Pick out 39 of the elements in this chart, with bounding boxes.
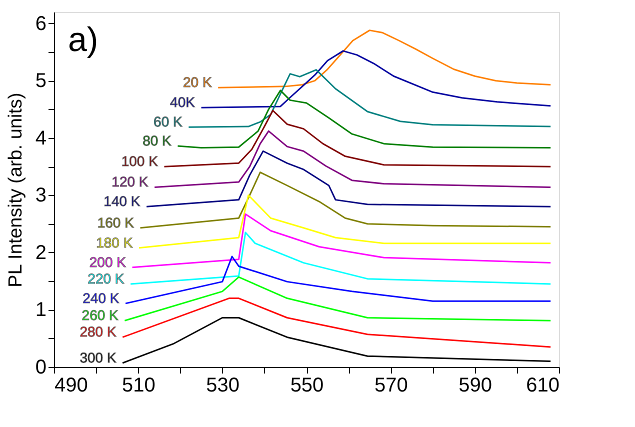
line-series: [124, 256, 552, 304]
series-label: 200 K: [89, 254, 127, 270]
line-series: [124, 276, 552, 322]
line-series: [140, 172, 552, 229]
x-tick-label: 550: [290, 374, 324, 396]
annotation: a): [68, 21, 98, 59]
x-tick-label: 610: [526, 374, 560, 396]
y-tick-label: 4: [35, 127, 46, 150]
y-tick-label: 0: [35, 356, 46, 378]
series-label: 160 K: [97, 214, 135, 230]
line-series: [122, 317, 552, 364]
y-tick-label: 2: [35, 242, 46, 264]
x-tick-label: 490: [54, 374, 88, 396]
series-label: 140 K: [104, 193, 141, 210]
y-tick-label: 5: [35, 70, 46, 92]
x-tick-label: 530: [206, 374, 240, 396]
y-tick-label: 3: [35, 184, 46, 207]
series-label: 80 K: [142, 132, 172, 148]
y-axis-title: PL Intensity (arb. units): [5, 92, 26, 288]
series-label: 260 K: [82, 307, 120, 324]
y-tick-label: 6: [35, 12, 46, 35]
series-label: 60 K: [154, 114, 184, 130]
series-label: 220 K: [88, 270, 125, 286]
y-tick-label: 1: [35, 299, 46, 322]
series-label: 100 K: [121, 153, 159, 170]
line-series: [200, 50, 552, 108]
line-series: [138, 194, 552, 249]
line-series: [217, 30, 552, 88]
series-label: 180 K: [96, 234, 134, 250]
x-tick-label: 590: [458, 374, 492, 396]
series-label: 20 K: [183, 74, 212, 90]
line-series: [122, 298, 552, 348]
series-label: 300 K: [80, 349, 117, 366]
x-tick-label: 570: [374, 374, 408, 396]
x-tick-label: 510: [122, 374, 156, 396]
series-label: 280 K: [80, 324, 117, 340]
series-label: 40K: [170, 94, 196, 110]
series-label: 240 K: [82, 290, 120, 306]
series-label: 120 K: [112, 174, 149, 190]
